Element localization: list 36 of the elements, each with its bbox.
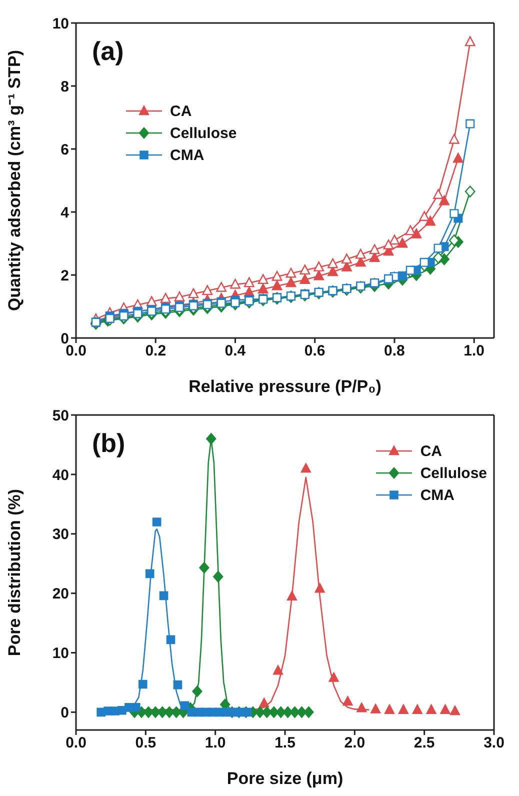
y-tick-label: 30 bbox=[52, 526, 69, 544]
y-axis-title: Pore distribution (%) bbox=[5, 488, 24, 656]
y-tick-label: 6 bbox=[60, 141, 69, 158]
x-tick-label: 0.8 bbox=[384, 342, 405, 360]
y-tick-label: 10 bbox=[52, 645, 69, 662]
annotation: (a) bbox=[92, 36, 124, 67]
y-tick-label: 0 bbox=[60, 704, 69, 722]
legend-label: CMA bbox=[420, 486, 454, 504]
legend-label: Cellulose bbox=[170, 124, 237, 142]
x-axis-title: Relative pressure (P/P₀) bbox=[188, 377, 382, 396]
x-tick-label: 1.0 bbox=[464, 342, 485, 360]
x-tick-label: 3.0 bbox=[484, 734, 504, 752]
y-tick-label: 50 bbox=[52, 407, 69, 424]
x-tick-label: 0.6 bbox=[304, 342, 326, 360]
x-tick-label: 2.0 bbox=[344, 734, 366, 752]
x-tick-label: 2.5 bbox=[414, 734, 435, 752]
x-tick-label: 1.0 bbox=[204, 734, 226, 752]
legend-label: CA bbox=[420, 442, 442, 460]
legend-label: CMA bbox=[170, 146, 204, 164]
y-tick-label: 20 bbox=[52, 586, 69, 603]
x-axis-title: Pore size (μm) bbox=[226, 769, 344, 788]
x-tick-label: 0.0 bbox=[66, 342, 86, 360]
y-tick-label: 2 bbox=[60, 267, 69, 284]
x-tick-label: 0.4 bbox=[224, 342, 246, 360]
annotation: (b) bbox=[92, 428, 126, 459]
y-tick-label: 40 bbox=[52, 466, 69, 484]
y-tick-label: 4 bbox=[60, 204, 70, 222]
legend-label: Cellulose bbox=[420, 464, 487, 482]
x-tick-label: 0.2 bbox=[145, 342, 166, 360]
legend-label: CA bbox=[170, 102, 192, 120]
x-tick-label: 0.0 bbox=[66, 734, 86, 752]
x-tick-label: 1.5 bbox=[274, 734, 296, 752]
y-tick-label: 8 bbox=[60, 78, 69, 96]
y-axis-title: Quantity adsorbed (cm³ g⁻¹ STP) bbox=[5, 50, 24, 312]
x-tick-label: 0.5 bbox=[135, 734, 156, 752]
y-tick-label: 10 bbox=[52, 15, 69, 32]
